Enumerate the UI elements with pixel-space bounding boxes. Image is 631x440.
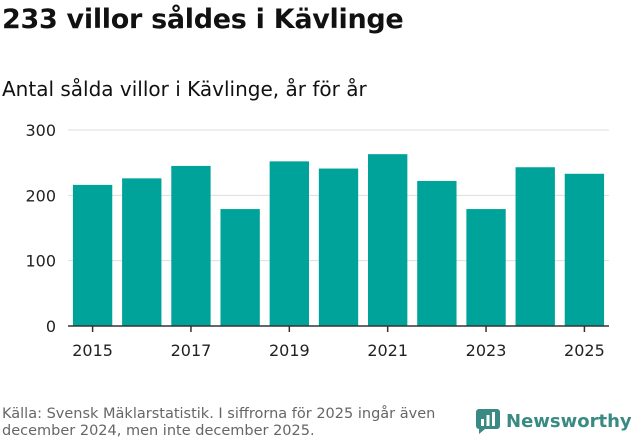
x-tick-label: 2025 bbox=[564, 341, 605, 360]
y-tick-label: 200 bbox=[25, 186, 56, 205]
newsworthy-logo-icon bbox=[476, 409, 500, 434]
bars bbox=[72, 154, 605, 326]
bar-2017 bbox=[171, 165, 211, 326]
bar-2015 bbox=[72, 184, 113, 326]
y-tick-label: 0 bbox=[46, 317, 56, 336]
bar-2016 bbox=[122, 178, 162, 326]
y-tick-label: 300 bbox=[25, 121, 56, 140]
x-tick-label: 2019 bbox=[269, 341, 310, 360]
bar-2025 bbox=[564, 173, 605, 326]
x-tick-label: 2023 bbox=[466, 341, 507, 360]
brand-name: Newsworthy bbox=[506, 410, 631, 432]
bar-2024 bbox=[515, 167, 555, 326]
x-tick-label: 2021 bbox=[367, 341, 408, 360]
source-note: Källa: Svensk Mäklarstatistik. I siffror… bbox=[2, 406, 436, 439]
bar-2020 bbox=[318, 168, 359, 326]
x-axis: 2015 2017 2019 2021 2023 2025 bbox=[68, 325, 609, 360]
bar-2023 bbox=[466, 209, 506, 326]
bar-2018 bbox=[220, 209, 260, 326]
bar-2021 bbox=[368, 154, 408, 326]
x-tick-label: 2017 bbox=[171, 341, 212, 360]
brand-logo: Newsworthy bbox=[476, 408, 631, 434]
y-axis-labels: 0 100 200 300 bbox=[25, 121, 56, 336]
y-tick-label: 100 bbox=[25, 252, 56, 271]
x-tick-label: 2015 bbox=[72, 341, 113, 360]
chart-subtitle: Antal sålda villor i Kävlinge, år för år bbox=[2, 77, 367, 101]
bar-chart: 0 100 200 300 2015 2017 2019 2021 2023 2025 bbox=[25, 121, 609, 360]
bar-2019 bbox=[269, 161, 309, 326]
chart-title: 233 villor såldes i Kävlinge bbox=[2, 4, 404, 35]
bar-2022 bbox=[417, 180, 457, 326]
